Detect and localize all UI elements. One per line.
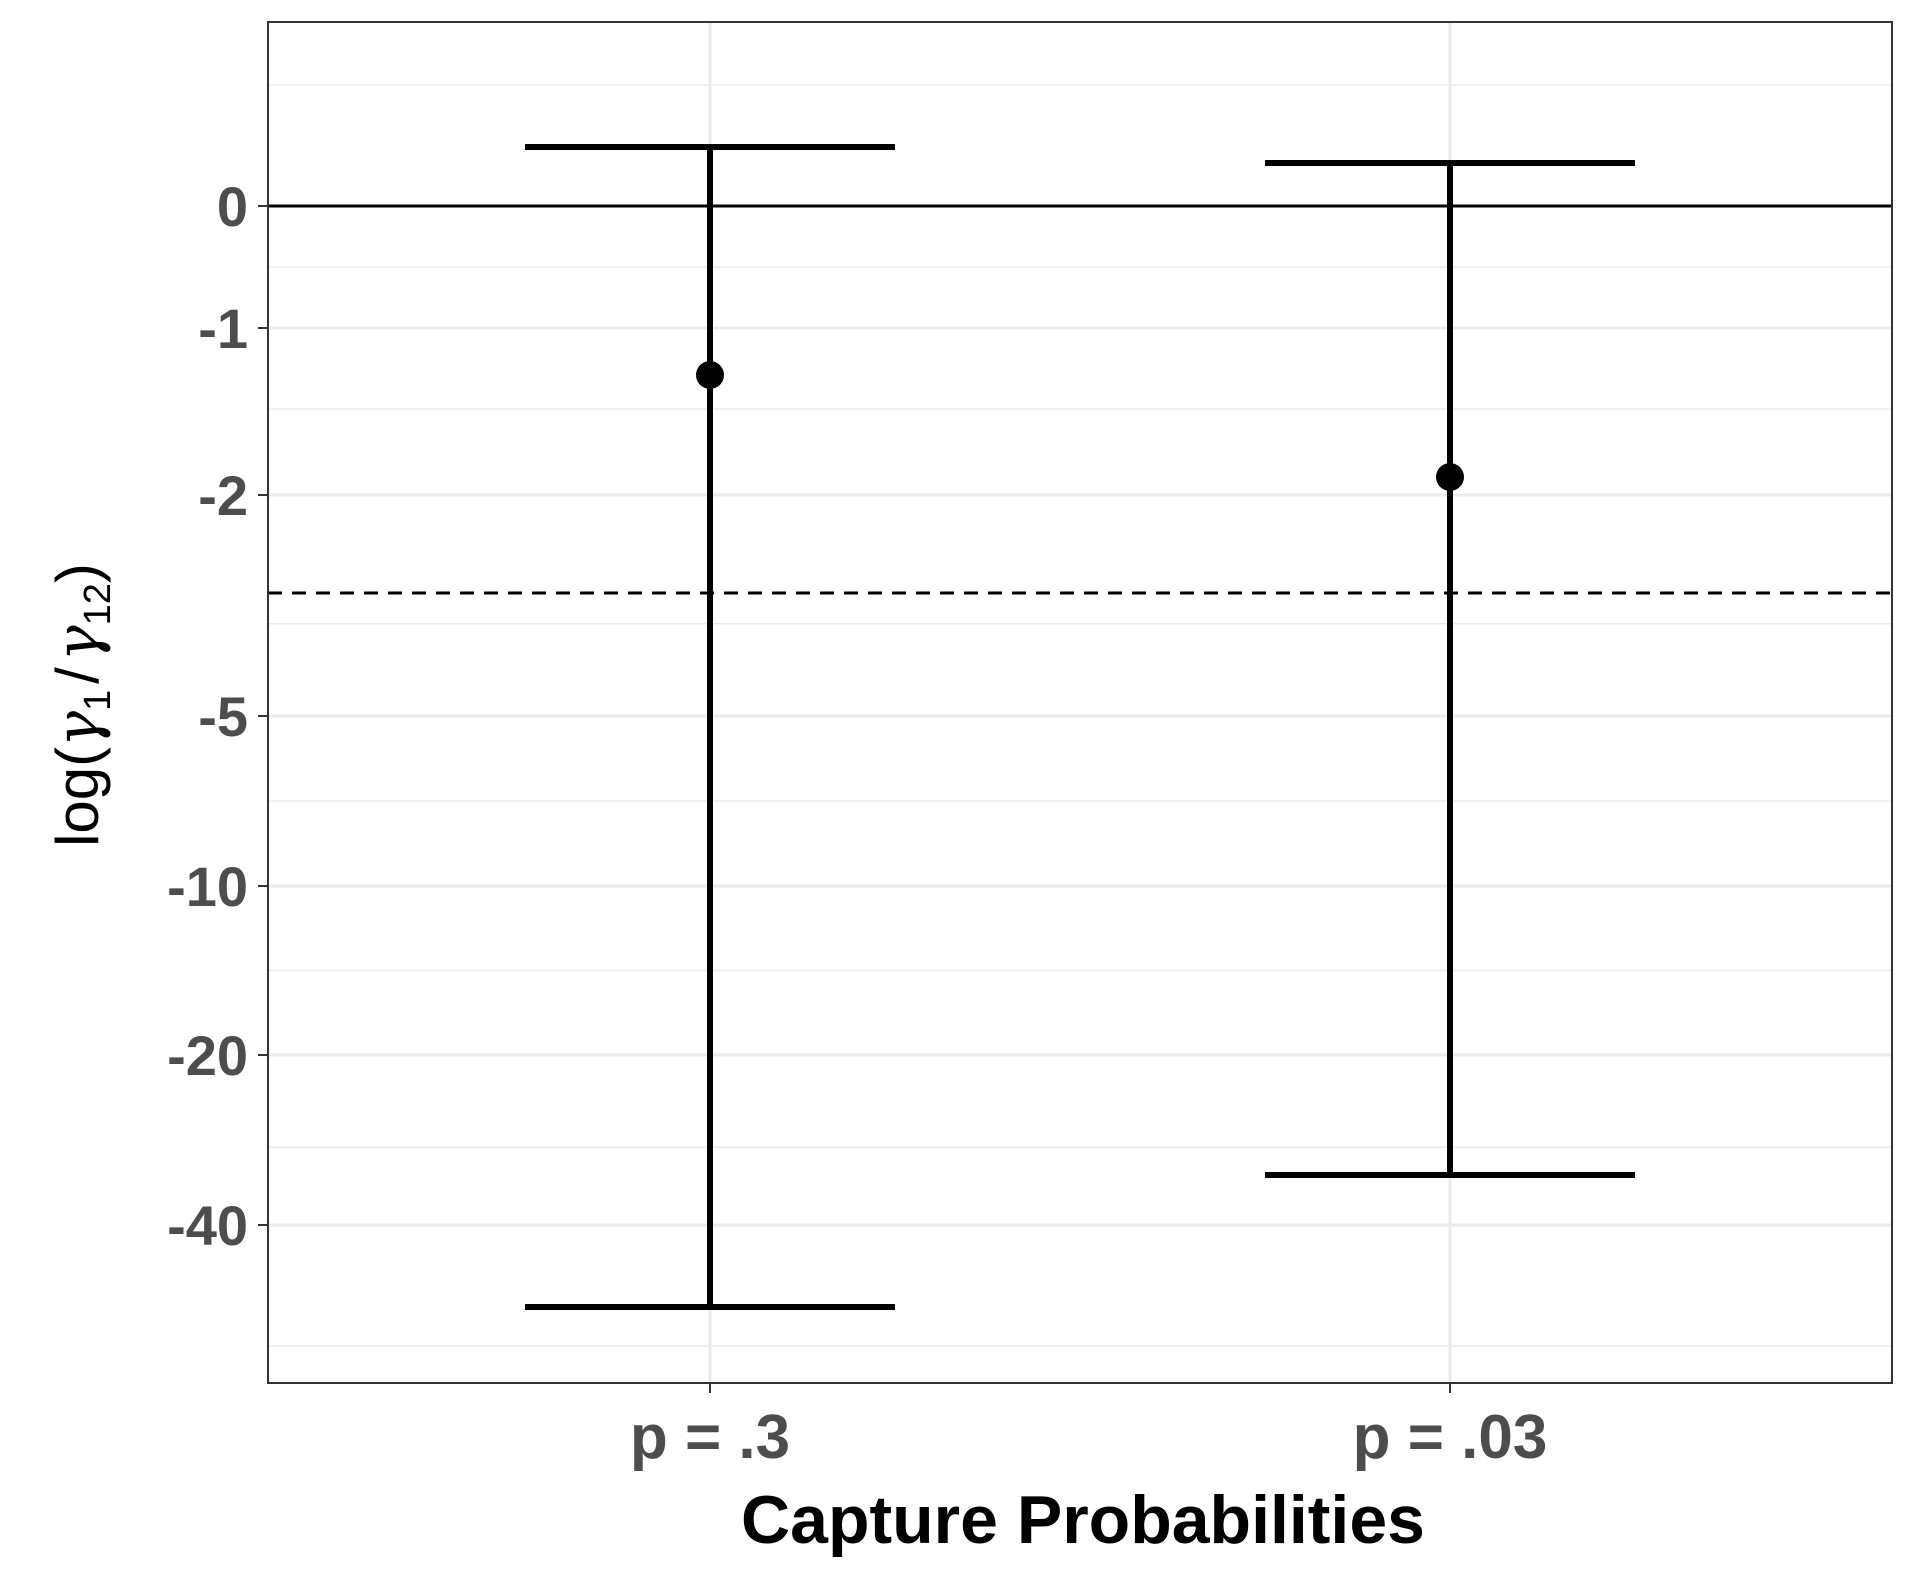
errorbar-1 xyxy=(1265,160,1635,1178)
point-estimate-0 xyxy=(696,361,724,389)
y-axis-title-denominator-sub: 12 xyxy=(77,583,119,625)
y-axis-title-suffix: ) xyxy=(44,563,111,583)
y-axis-title-prefix: log( xyxy=(44,747,111,847)
y-axis-title-denominator: γ xyxy=(43,625,113,661)
y-axis-title-numerator: γ xyxy=(43,711,113,747)
y-tick-label-4: -10 xyxy=(167,855,248,918)
error-bars xyxy=(525,144,1635,1310)
reference-lines xyxy=(268,204,1892,595)
y-tick-label-0: 0 xyxy=(217,175,248,238)
errorbar-0 xyxy=(525,144,895,1310)
y-tick-label-3: -5 xyxy=(198,685,248,748)
axis-ticks: 0 -1 -2 -5 -10 -20 -40 p = .3 p = .03 xyxy=(167,175,1547,1472)
y-axis-title: log(γ1/γ12) xyxy=(43,563,119,847)
x-axis-title: Capture Probabilities xyxy=(741,1482,1425,1558)
y-tick-label-2: -2 xyxy=(198,464,248,527)
point-estimate-1 xyxy=(1436,463,1464,491)
x-tick-label-0: p = .3 xyxy=(630,1403,790,1472)
y-axis-title-slash: / xyxy=(44,667,111,684)
y-axis-title-numerator-sub: 1 xyxy=(77,690,119,711)
y-tick-label-5: -20 xyxy=(167,1024,248,1087)
y-tick-label-6: -40 xyxy=(167,1194,248,1257)
x-tick-label-1: p = .03 xyxy=(1353,1403,1548,1472)
panel-border xyxy=(267,21,1893,1384)
y-tick-label-1: -1 xyxy=(198,297,248,360)
